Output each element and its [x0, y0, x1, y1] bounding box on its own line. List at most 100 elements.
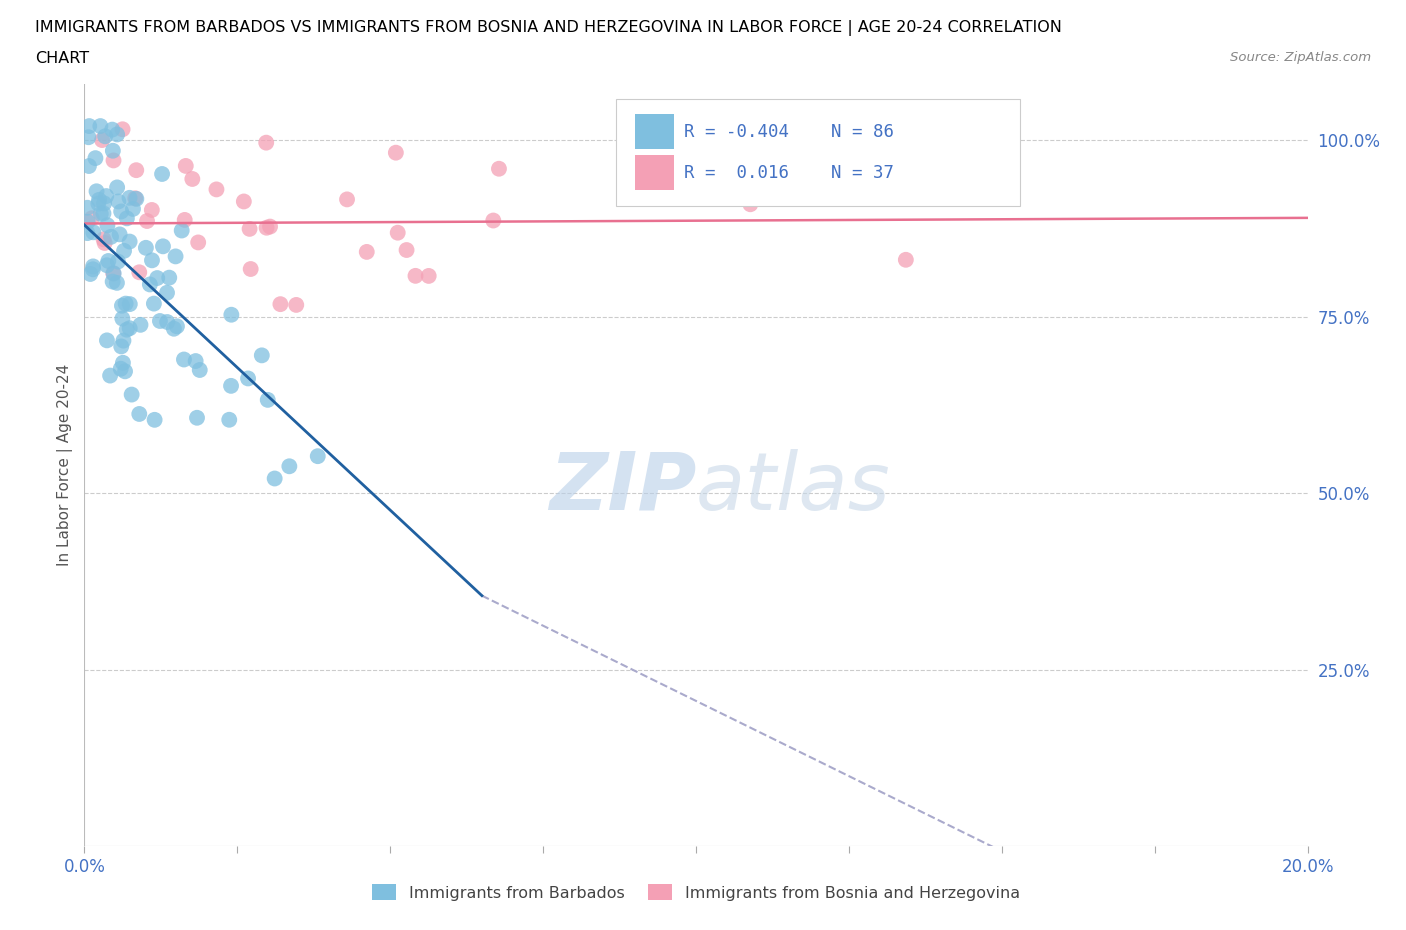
- Point: [103, 266, 125, 281]
- Point: [184, 353, 207, 368]
- Point: [165, 249, 187, 264]
- Point: [256, 220, 278, 235]
- Point: [128, 406, 150, 421]
- Point: [250, 348, 273, 363]
- Point: [96, 258, 118, 272]
- Point: [221, 307, 243, 322]
- Point: [82, 259, 104, 273]
- Text: IMMIGRANTS FROM BARBADOS VS IMMIGRANTS FROM BOSNIA AND HERZEGOVINA IN LABOR FORC: IMMIGRANTS FROM BARBADOS VS IMMIGRANTS F…: [35, 20, 1062, 36]
- Point: [110, 204, 132, 219]
- Point: [174, 158, 197, 173]
- Point: [107, 254, 129, 269]
- Point: [108, 227, 131, 242]
- Point: [110, 361, 132, 376]
- Point: [112, 333, 135, 348]
- Point: [125, 163, 148, 178]
- Point: [254, 135, 277, 150]
- Point: [121, 387, 143, 402]
- FancyBboxPatch shape: [616, 99, 1021, 206]
- Point: [124, 191, 146, 206]
- Point: [105, 127, 128, 142]
- Point: [157, 271, 180, 286]
- Point: [103, 266, 125, 281]
- Point: [82, 262, 104, 277]
- Point: [111, 312, 134, 326]
- Point: [418, 269, 440, 284]
- Point: [259, 219, 281, 234]
- Point: [141, 203, 163, 218]
- Point: [129, 317, 152, 332]
- Point: [239, 261, 262, 276]
- Point: [96, 189, 118, 204]
- Point: [98, 368, 121, 383]
- Point: [77, 119, 100, 134]
- Point: [76, 215, 98, 230]
- Point: [740, 197, 762, 212]
- Legend: Immigrants from Barbados, Immigrants from Bosnia and Herzegovina: Immigrants from Barbados, Immigrants fro…: [366, 878, 1026, 907]
- Point: [186, 410, 208, 425]
- Point: [136, 214, 159, 229]
- Point: [115, 211, 138, 226]
- Point: [97, 254, 120, 269]
- Point: [150, 166, 173, 181]
- Point: [152, 239, 174, 254]
- Point: [644, 119, 666, 134]
- Point: [356, 245, 378, 259]
- Point: [105, 180, 128, 195]
- Point: [93, 196, 115, 211]
- Point: [488, 161, 510, 176]
- Point: [91, 133, 114, 148]
- Point: [128, 265, 150, 280]
- Point: [77, 159, 100, 174]
- Point: [146, 271, 169, 286]
- Point: [125, 192, 148, 206]
- Point: [256, 392, 278, 407]
- Point: [142, 296, 165, 311]
- Point: [89, 119, 111, 134]
- Point: [149, 313, 172, 328]
- Point: [105, 275, 128, 290]
- Point: [103, 153, 125, 168]
- Point: [111, 122, 134, 137]
- Point: [188, 363, 211, 378]
- Point: [307, 449, 329, 464]
- Text: atlas: atlas: [696, 449, 891, 527]
- Point: [118, 321, 141, 336]
- Point: [232, 194, 254, 209]
- Y-axis label: In Labor Force | Age 20-24: In Labor Force | Age 20-24: [58, 364, 73, 566]
- FancyBboxPatch shape: [636, 155, 673, 191]
- Point: [114, 296, 136, 311]
- Point: [96, 218, 118, 232]
- Point: [76, 200, 98, 215]
- Point: [101, 143, 124, 158]
- Point: [143, 412, 166, 427]
- Point: [385, 145, 408, 160]
- Point: [139, 277, 162, 292]
- Point: [122, 202, 145, 217]
- Point: [482, 213, 505, 228]
- Point: [173, 212, 195, 227]
- Point: [87, 193, 110, 207]
- Point: [118, 234, 141, 249]
- Point: [263, 472, 285, 486]
- Text: CHART: CHART: [35, 51, 89, 66]
- Point: [170, 223, 193, 238]
- Point: [107, 194, 129, 209]
- Point: [181, 171, 204, 186]
- Point: [93, 235, 115, 250]
- Text: Source: ZipAtlas.com: Source: ZipAtlas.com: [1230, 51, 1371, 64]
- Point: [114, 364, 136, 379]
- Point: [219, 379, 242, 393]
- Point: [156, 314, 179, 329]
- Point: [278, 458, 301, 473]
- Point: [166, 319, 188, 334]
- Text: R = -0.404    N = 86: R = -0.404 N = 86: [683, 123, 894, 140]
- FancyBboxPatch shape: [636, 114, 673, 150]
- Point: [336, 192, 359, 206]
- Point: [110, 339, 132, 353]
- Point: [205, 182, 228, 197]
- Point: [405, 269, 427, 284]
- Point: [101, 122, 124, 137]
- Point: [100, 230, 122, 245]
- Point: [218, 412, 240, 427]
